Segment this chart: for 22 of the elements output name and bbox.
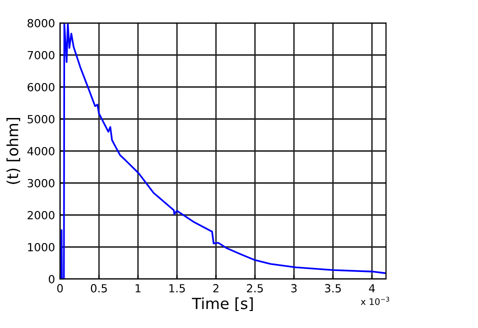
y-tick-label: 7000 [28, 50, 54, 60]
y-tick-label: 4000 [27, 146, 54, 156]
y-tick-label: 6000 [28, 82, 54, 92]
x-tick-label: 2.5 [246, 284, 263, 292]
y-tick-label: 3000 [28, 178, 54, 188]
y-tick-label: 2000 [28, 210, 54, 220]
x-axis-title: Time [s] [192, 297, 253, 312]
x-tick-label: 0 [57, 284, 63, 292]
x-tick-label: 3 [291, 284, 297, 292]
x-tick-label: 2 [213, 284, 218, 292]
y-tick-label: 5000 [28, 114, 54, 124]
x-tick-label: 3.5 [324, 284, 341, 292]
y-axis-title: (t) [ohm] [6, 118, 20, 184]
x-tick-label: 1.5 [169, 284, 185, 292]
y-tick-label: 0 [48, 274, 54, 284]
y-tick-label: 8000 [28, 18, 54, 28]
text: x 10$^{−3}$ [360, 296, 390, 306]
x-tick-label: 0.5 [90, 284, 107, 292]
y-tick-label: 1000 [28, 242, 54, 252]
x-tick-label: 1 [136, 284, 140, 292]
line-series [60, 23, 386, 279]
x-tick-label: 4 [368, 284, 375, 292]
